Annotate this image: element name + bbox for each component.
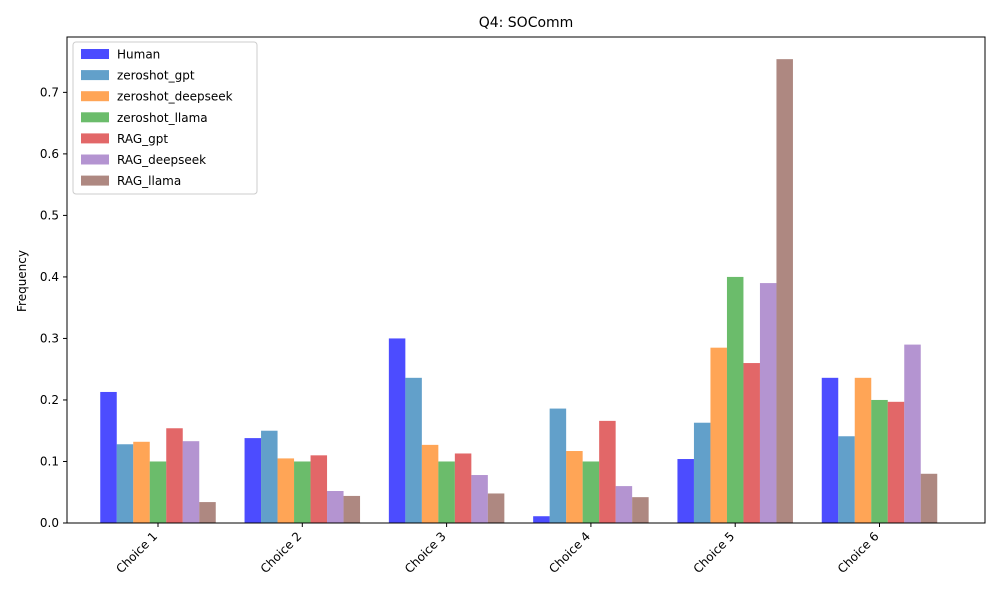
bar-rag-deepseek-2 [327,491,344,523]
legend-label: zeroshot_llama [117,111,208,125]
legend-label: RAG_llama [117,174,181,188]
bar-zeroshot-gpt-2 [261,430,278,523]
bar-zeroshot-deepseek-3 [421,444,439,523]
bar-rag-llama-2 [343,495,361,523]
bar-rag-deepseek-3 [471,475,488,523]
legend-label: zeroshot_deepseek [117,90,233,104]
bar-zeroshot-gpt-5 [693,422,711,523]
bar-rag-gpt-5 [743,363,760,523]
legend-label: zeroshot_gpt [117,69,195,83]
bar-zeroshot-deepseek-5 [710,347,727,523]
bar-zeroshot-deepseek-4 [566,451,583,523]
bar-rag-gpt-3 [454,453,472,523]
x-tick-label: Choice 3 [402,529,449,576]
y-tick-label: 0.0 [40,516,59,530]
legend-swatch [81,91,109,102]
bar-rag-llama-1 [199,502,216,523]
y-tick-label: 0.7 [40,85,59,99]
bar-rag-deepseek-6 [904,344,921,523]
legend-swatch [81,133,109,144]
legend-swatch [81,49,109,59]
y-axis-ticks: 0.0 0.1 0.2 0.3 0.4 0.5 0.6 0.7 [40,85,67,530]
bar-zeroshot-llama-5 [726,276,744,523]
y-tick-label: 0.5 [40,208,59,222]
x-tick-label: Choice 2 [258,529,305,576]
bar-zeroshot-gpt-6 [838,436,855,523]
y-tick-label: 0.6 [40,147,59,161]
bar-zeroshot-llama-2 [294,461,311,523]
bar-zeroshot-llama-1 [149,461,167,523]
bar-zeroshot-llama-4 [582,461,600,523]
bar-zeroshot-deepseek-1 [133,441,150,523]
bar-zeroshot-gpt-3 [405,377,422,523]
legend-label: Human [117,48,160,62]
legend-swatch [81,175,109,186]
bar-rag-gpt-6 [887,401,905,523]
bar-human-5 [677,459,694,523]
legend-box [72,41,258,195]
bar-rag-llama-6 [920,473,938,523]
x-tick-label: Choice 6 [835,529,882,576]
bar-rag-llama-3 [487,493,505,523]
bar-human-1 [100,391,117,523]
bar-rag-llama-5 [776,59,793,524]
y-tick-label: 0.4 [40,270,59,284]
legend: Human zeroshot_gpt zeroshot_deepseekzerosh… [72,41,258,195]
bar-rag-deepseek-5 [759,283,777,523]
bar-rag-gpt-4 [599,420,616,523]
bar-zeroshot-deepseek-6 [854,377,872,523]
bar-human-3 [388,338,406,523]
y-tick-label: 0.3 [40,331,59,345]
y-tick-label: 0.2 [40,393,59,407]
bar-zeroshot-llama-3 [438,461,455,523]
x-tick-label: Choice 5 [691,529,738,576]
bar-rag-deepseek-4 [615,486,633,523]
bar-human-4 [533,516,550,523]
bar-zeroshot-gpt-4 [549,408,567,523]
bars-layer [100,59,938,524]
bar-human-2 [244,438,262,523]
legend-label: RAG_gpt [117,132,168,146]
legend-label: RAG_deepseek [117,153,206,167]
x-axis-ticks: Choice 1 Choice 2 Choice 3 Choice 4 Choice 5… [113,523,882,576]
bar-rag-llama-4 [632,497,649,523]
legend-swatch [81,154,109,165]
bar-rag-gpt-1 [166,428,183,523]
bar-zeroshot-deepseek-2 [277,458,295,523]
y-axis-label: Frequency [15,250,29,312]
chart-title: Q4: SOComm [479,15,574,31]
legend-swatch [81,70,109,81]
x-tick-label: Choice 1 [113,529,160,576]
plot-frame [66,36,986,524]
y-tick-label: 0.1 [40,454,59,468]
legend-swatch [81,112,109,123]
bar-zeroshot-gpt-1 [116,444,134,523]
bar-rag-deepseek-1 [182,441,200,523]
bar-zeroshot-llama-6 [871,399,888,523]
x-tick-label: Choice 4 [546,529,593,576]
bar-human-6 [821,377,839,523]
bar-rag-gpt-2 [310,455,328,523]
